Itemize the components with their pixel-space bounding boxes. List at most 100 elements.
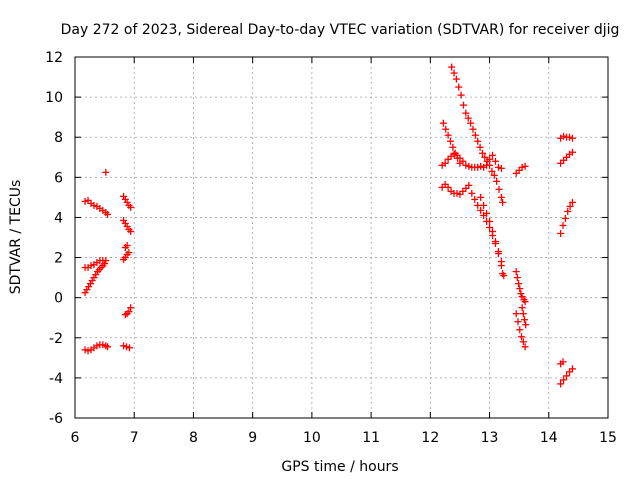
y-tick-label: -4 — [49, 371, 63, 387]
x-tick-label: 14 — [540, 430, 558, 446]
data-point — [489, 227, 497, 235]
grid — [75, 57, 608, 418]
data-point — [497, 258, 505, 266]
data-point — [441, 159, 449, 167]
data-point — [559, 221, 567, 229]
data-point — [520, 316, 528, 324]
data-point — [568, 198, 576, 206]
data-point — [519, 338, 527, 346]
data-point — [488, 167, 496, 175]
data-point — [557, 229, 565, 237]
x-tick-label: 9 — [248, 430, 257, 446]
data-point — [566, 202, 574, 210]
data-point — [478, 149, 486, 157]
data-point — [468, 189, 476, 197]
data-point — [495, 185, 503, 193]
data-point — [564, 207, 572, 215]
data-point — [476, 143, 484, 151]
data-point — [102, 257, 110, 265]
data-point — [483, 157, 491, 165]
data-point — [455, 83, 463, 91]
data-point — [477, 193, 485, 201]
data-point — [127, 203, 135, 211]
data-point — [490, 171, 498, 179]
x-tick-label: 15 — [599, 430, 617, 446]
data-point — [522, 321, 530, 329]
data-point — [125, 308, 133, 316]
x-tick-label: 10 — [303, 430, 321, 446]
data-point — [500, 272, 508, 280]
data-point — [512, 310, 520, 318]
data-point — [561, 214, 569, 222]
x-tick-label: 11 — [362, 430, 380, 446]
data-point — [104, 210, 112, 218]
data-point — [563, 372, 571, 380]
data-point — [521, 162, 529, 170]
y-tick-label: 4 — [54, 210, 63, 226]
data-point — [467, 119, 475, 127]
data-point — [459, 157, 467, 165]
data-point — [465, 181, 473, 189]
data-point — [477, 206, 485, 214]
data-point — [494, 248, 502, 256]
data-point — [560, 376, 568, 384]
data-point — [557, 380, 565, 388]
data-point — [449, 143, 457, 151]
data-point — [491, 157, 499, 165]
data-point — [568, 365, 576, 373]
data-point — [519, 310, 527, 318]
data-point — [480, 201, 488, 209]
data-point — [474, 201, 482, 209]
y-tick-label: 0 — [54, 291, 63, 307]
data-point — [127, 227, 135, 235]
data-point — [516, 326, 524, 334]
data-point — [446, 137, 454, 145]
data-points — [81, 63, 576, 388]
data-point — [462, 109, 470, 117]
data-point — [450, 69, 458, 77]
data-point — [459, 101, 467, 109]
x-tick-label: 7 — [130, 430, 139, 446]
data-point — [499, 198, 507, 206]
data-point — [448, 63, 456, 71]
data-point — [518, 333, 526, 341]
data-point — [516, 285, 524, 293]
data-point — [515, 280, 523, 288]
data-point — [444, 183, 452, 191]
data-point — [457, 91, 465, 99]
data-point — [486, 161, 494, 169]
data-point — [125, 344, 133, 352]
y-axis-label: SDTVAR / TECUs — [8, 180, 24, 295]
data-point — [102, 168, 110, 176]
chart-title: Day 272 of 2023, Sidereal Day-to-day VTE… — [61, 22, 620, 38]
x-tick-label: 6 — [71, 430, 80, 446]
y-tick-label: -6 — [49, 411, 63, 427]
data-point — [125, 249, 133, 257]
data-point — [442, 125, 450, 133]
data-point — [514, 318, 522, 326]
data-point — [521, 298, 529, 306]
data-point — [483, 209, 491, 217]
data-point — [123, 242, 131, 250]
data-point — [469, 125, 477, 133]
data-point — [474, 137, 482, 145]
data-point — [486, 223, 494, 231]
data-point — [512, 268, 520, 276]
y-tick-label: 6 — [54, 170, 63, 186]
y-tick-label: 8 — [54, 130, 63, 146]
data-point — [127, 304, 135, 312]
y-tick-label: 2 — [54, 251, 63, 267]
data-point — [101, 260, 109, 268]
data-point — [517, 290, 525, 298]
x-axis-label: GPS time / hours — [281, 459, 398, 475]
data-point — [513, 274, 521, 282]
data-point — [568, 134, 576, 142]
y-tick-label: 10 — [45, 90, 63, 106]
data-point — [471, 131, 479, 139]
data-point — [452, 75, 460, 83]
data-point — [518, 304, 526, 312]
data-point — [439, 119, 447, 127]
data-point — [481, 153, 489, 161]
data-point — [471, 195, 479, 203]
